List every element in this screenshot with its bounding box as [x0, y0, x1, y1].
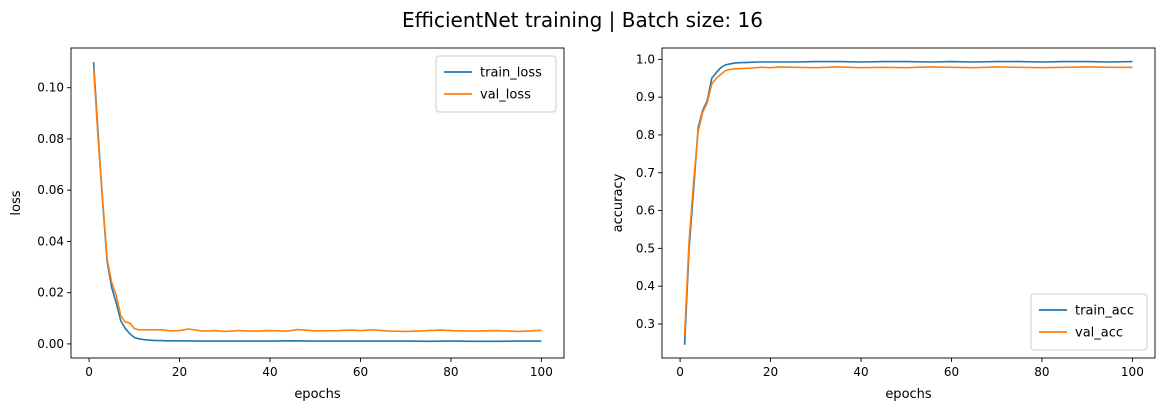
accuracy-ytick-label: 1.0 — [636, 52, 655, 66]
accuracy-legend-label-val_acc: val_acc — [1075, 326, 1123, 341]
loss-ytick-label: 0.10 — [37, 81, 64, 95]
loss-xtick-label: 100 — [530, 365, 553, 379]
accuracy-panel: 0 20 40 60 80 100 0.3 0.4 0.5 0.6 0.7 0.8 0.9 1.0 epoc… — [611, 47, 1156, 402]
figure-title: EfficientNet training | Batch size: 16 — [402, 8, 763, 32]
loss-xtick-label: 40 — [262, 365, 277, 379]
accuracy-xtick-label: 20 — [763, 365, 778, 379]
accuracy-legend: train_acc val_acc — [1030, 293, 1148, 351]
accuracy-xtick-label: 100 — [1121, 365, 1144, 379]
loss-legend: train_loss val_loss — [435, 55, 557, 113]
loss-xlabel: epochs — [294, 387, 341, 402]
loss-ytick-label: 0.06 — [37, 183, 64, 197]
accuracy-xtick-label: 80 — [1034, 365, 1049, 379]
accuracy-legend-label-train_acc: train_acc — [1075, 304, 1134, 319]
accuracy-xtick-label: 60 — [944, 365, 959, 379]
accuracy-ytick-label: 0.3 — [636, 317, 655, 331]
loss-legend-label-val_loss: val_loss — [480, 88, 531, 103]
accuracy-xtick-label: 0 — [676, 365, 684, 379]
loss-ytick-label: 0.00 — [37, 337, 64, 351]
loss-ylabel: loss — [9, 190, 24, 215]
accuracy-ytick-label: 0.5 — [636, 241, 655, 255]
accuracy-ytick-label: 0.8 — [636, 128, 655, 142]
loss-xtick-label: 60 — [353, 365, 368, 379]
accuracy-xlabel: epochs — [885, 387, 932, 402]
accuracy-ytick-label: 0.6 — [636, 204, 655, 218]
loss-panel: 0 20 40 60 80 100 0.00 0.02 0.04 0.06 0.08 0.10 epoc… — [9, 47, 565, 402]
accuracy-ytick-label: 0.4 — [636, 279, 655, 293]
loss-ytick-label: 0.08 — [37, 132, 64, 146]
accuracy-ytick-label: 0.9 — [636, 90, 655, 104]
accuracy-axes-frame — [661, 47, 1156, 359]
accuracy-ylabel: accuracy — [611, 173, 626, 232]
loss-ytick-label: 0.04 — [37, 234, 64, 248]
loss-legend-box — [435, 55, 557, 113]
loss-xtick-label: 80 — [443, 365, 458, 379]
accuracy-ytick-label: 0.7 — [636, 166, 655, 180]
accuracy-series-val_acc — [683, 66, 1133, 336]
loss-xtick-label: 0 — [85, 365, 93, 379]
loss-ytick-label: 0.02 — [37, 286, 64, 300]
loss-series-train_loss — [92, 62, 542, 343]
loss-axes-frame — [70, 47, 565, 359]
loss-legend-label-train_loss: train_loss — [480, 66, 542, 81]
loss-xtick-label: 20 — [172, 365, 187, 379]
loss-series-val_loss — [92, 67, 542, 333]
accuracy-legend-box — [1030, 293, 1148, 351]
accuracy-xtick-label: 40 — [853, 365, 868, 379]
